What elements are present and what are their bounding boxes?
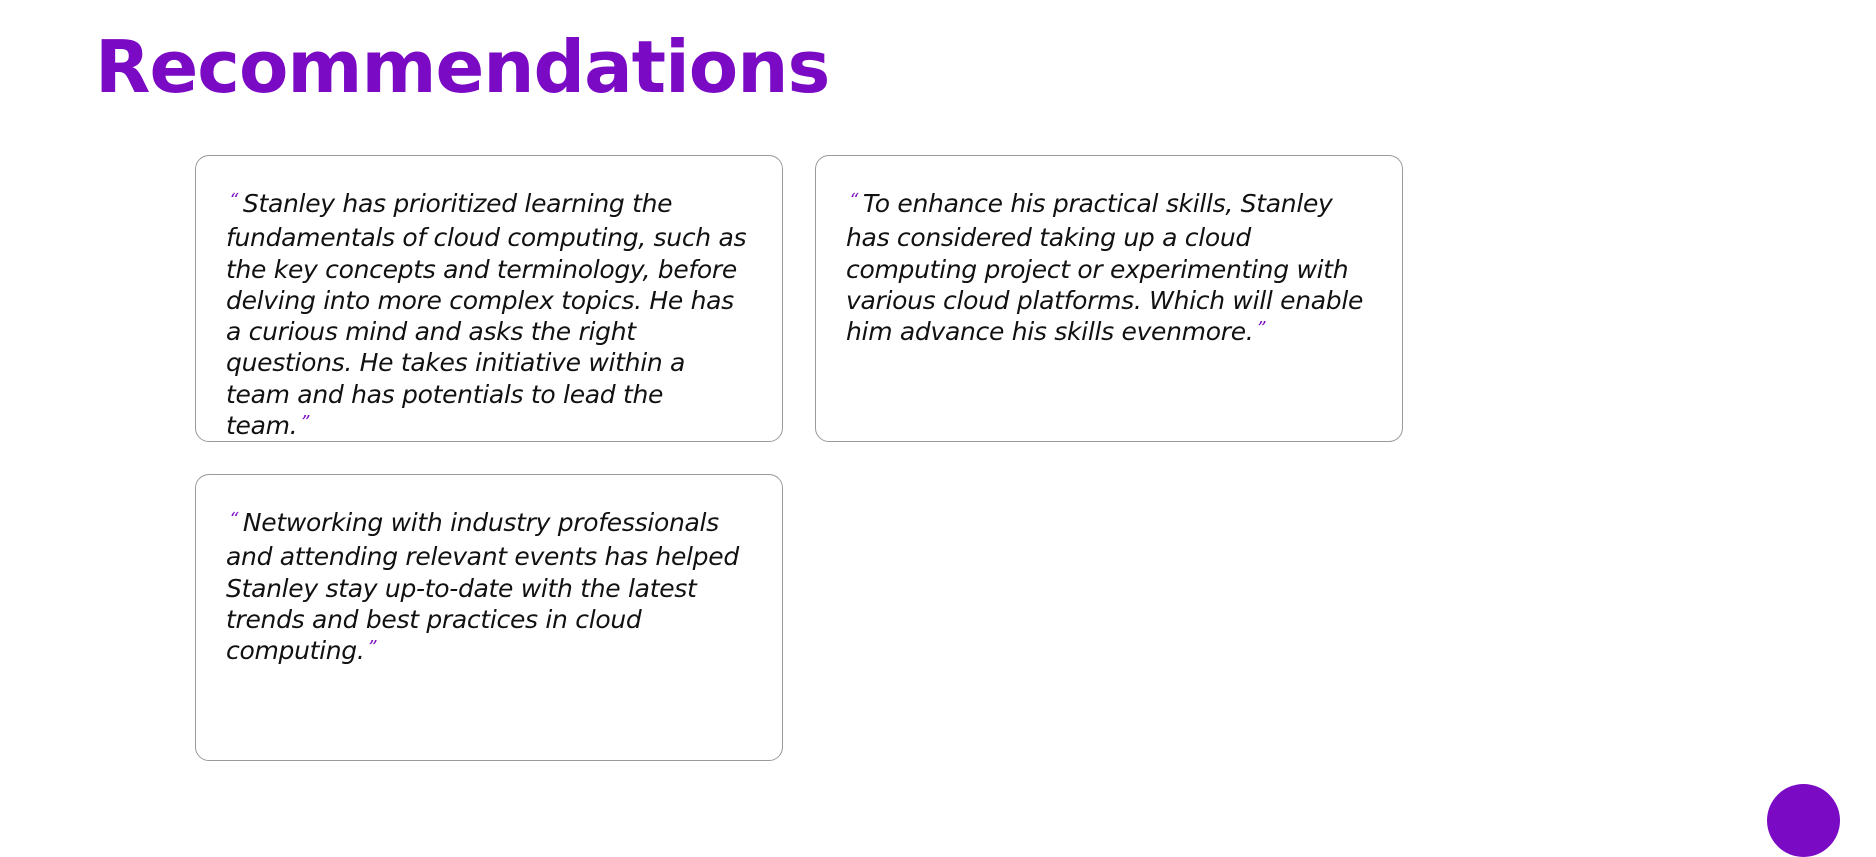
- close-quote-icon: ”: [301, 412, 311, 434]
- recommendation-card: “Stanley has prioritized learning the fu…: [195, 155, 783, 442]
- recommendation-text: “Networking with industry professionals …: [226, 507, 754, 669]
- recommendation-text: “Stanley has prioritized learning the fu…: [226, 188, 754, 444]
- purple-circle-button[interactable]: [1767, 784, 1840, 857]
- open-quote-icon: “: [850, 190, 859, 211]
- recommendation-card: “To enhance his practical skills, Stanle…: [815, 155, 1403, 442]
- recommendation-card: “Networking with industry professionals …: [195, 474, 783, 761]
- recommendation-body: Networking with industry professionals a…: [226, 508, 739, 666]
- open-quote-icon: “: [230, 190, 239, 211]
- close-quote-icon: ”: [368, 637, 378, 659]
- recommendation-body: Stanley has prioritized learning the fun…: [226, 189, 747, 441]
- recommendation-body: To enhance his practical skills, Stanley…: [846, 189, 1364, 347]
- recommendation-text: “To enhance his practical skills, Stanle…: [846, 188, 1374, 350]
- close-quote-icon: ”: [1257, 318, 1267, 340]
- open-quote-icon: “: [230, 509, 239, 530]
- page-title: Recommendations: [95, 25, 830, 109]
